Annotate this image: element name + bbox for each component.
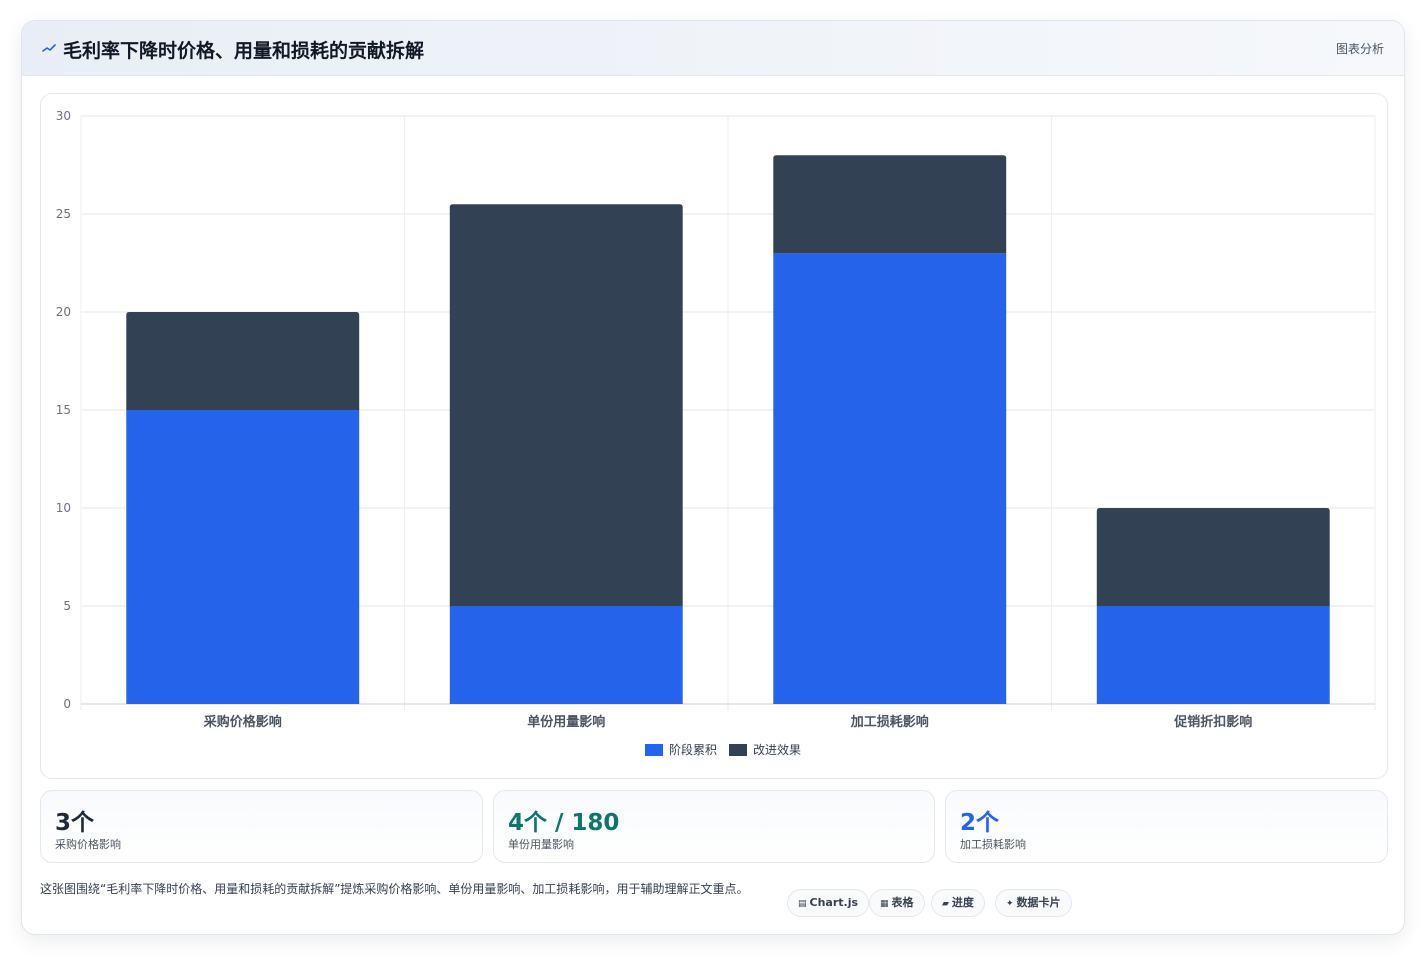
- tag-data-card[interactable]: ✦ 数据卡片: [995, 889, 1072, 917]
- y-tick-label: 15: [56, 403, 71, 417]
- bar-segment-improvement-effect: [126, 312, 360, 410]
- stat-card-portion-usage: 4个 / 180 单份用量影响: [493, 790, 935, 863]
- tag-progress[interactable]: ▰ 进度: [931, 889, 985, 917]
- bar-segment-improvement-effect: [773, 155, 1007, 254]
- chart-description: 这张图围绕“毛利率下降时价格、用量和损耗的贡献拆解”提炼采购价格影响、单份用量影…: [40, 882, 749, 896]
- stacked-bar-chart: 0 5 10 15 20 25 30 采购价格影响 单份用量影响 加工损耗影响 促销折扣影响阶段累积…: [56, 109, 1376, 757]
- x-tick-label: 采购价格影响: [203, 714, 282, 730]
- y-tick-label: 10: [56, 501, 71, 515]
- tag-label: 进度: [951, 896, 974, 909]
- legend-label: 阶段累积: [669, 742, 717, 757]
- page-title: 毛利率下降时价格、用量和损耗的贡献拆解: [63, 40, 425, 62]
- stat-value: 4个 / 180: [508, 810, 620, 836]
- table-icon: ▦: [880, 899, 889, 909]
- tag-label: 数据卡片: [1016, 896, 1061, 909]
- stat-label: 加工损耗影响: [960, 838, 1026, 851]
- legend-label: 改进效果: [753, 742, 801, 757]
- legend-swatch: [729, 744, 747, 756]
- tag-table[interactable]: ▦ 表格: [869, 889, 925, 917]
- tag-label: 表格: [891, 896, 914, 909]
- y-tick-label: 25: [56, 207, 71, 221]
- x-tick-label: 加工损耗影响: [850, 714, 929, 730]
- card-header: 毛利率下降时价格、用量和损耗的贡献拆解 图表分析: [22, 21, 1404, 76]
- sparkle-icon: ✦: [1006, 899, 1014, 909]
- bar-segment-improvement-effect: [1096, 508, 1330, 606]
- tag-chartjs[interactable]: ▤ Chart.js: [787, 889, 870, 917]
- chart-icon: ▤: [798, 899, 807, 909]
- stat-label: 单份用量影响: [508, 838, 574, 851]
- trend-line-icon: [42, 44, 56, 52]
- stat-value: 3个: [55, 810, 95, 836]
- y-tick-label: 5: [63, 599, 71, 613]
- y-tick-label: 30: [56, 109, 71, 123]
- y-tick-label: 20: [56, 305, 71, 319]
- bar-segment-improvement-effect: [449, 204, 683, 606]
- progress-icon: ▰: [942, 899, 949, 909]
- y-tick-label: 0: [63, 697, 71, 711]
- x-tick-label: 促销折扣影响: [1173, 714, 1252, 730]
- x-tick-label: 单份用量影响: [527, 714, 605, 730]
- stat-card-purchase-price: 3个 采购价格影响: [40, 790, 483, 863]
- legend-swatch: [645, 744, 663, 756]
- chart-analysis-link[interactable]: 图表分析: [1335, 42, 1384, 56]
- chart-card: 毛利率下降时价格、用量和损耗的贡献拆解 图表分析 0 5 10 15 20 25 30 采购价…: [21, 20, 1405, 935]
- stat-label: 采购价格影响: [55, 838, 121, 851]
- bar-segment-stage-cumulative: [126, 410, 360, 704]
- chart-panel: 0 5 10 15 20 25 30 采购价格影响 单份用量影响 加工损耗影响 促销折扣影响阶段累积…: [40, 93, 1388, 779]
- bar-segment-stage-cumulative: [449, 606, 683, 704]
- stat-value: 2个: [960, 810, 1000, 836]
- bar-segment-stage-cumulative: [773, 253, 1007, 704]
- bar-segment-stage-cumulative: [1096, 606, 1330, 704]
- tag-label: Chart.js: [809, 896, 859, 909]
- stat-card-processing-loss: 2个 加工损耗影响: [945, 790, 1388, 863]
